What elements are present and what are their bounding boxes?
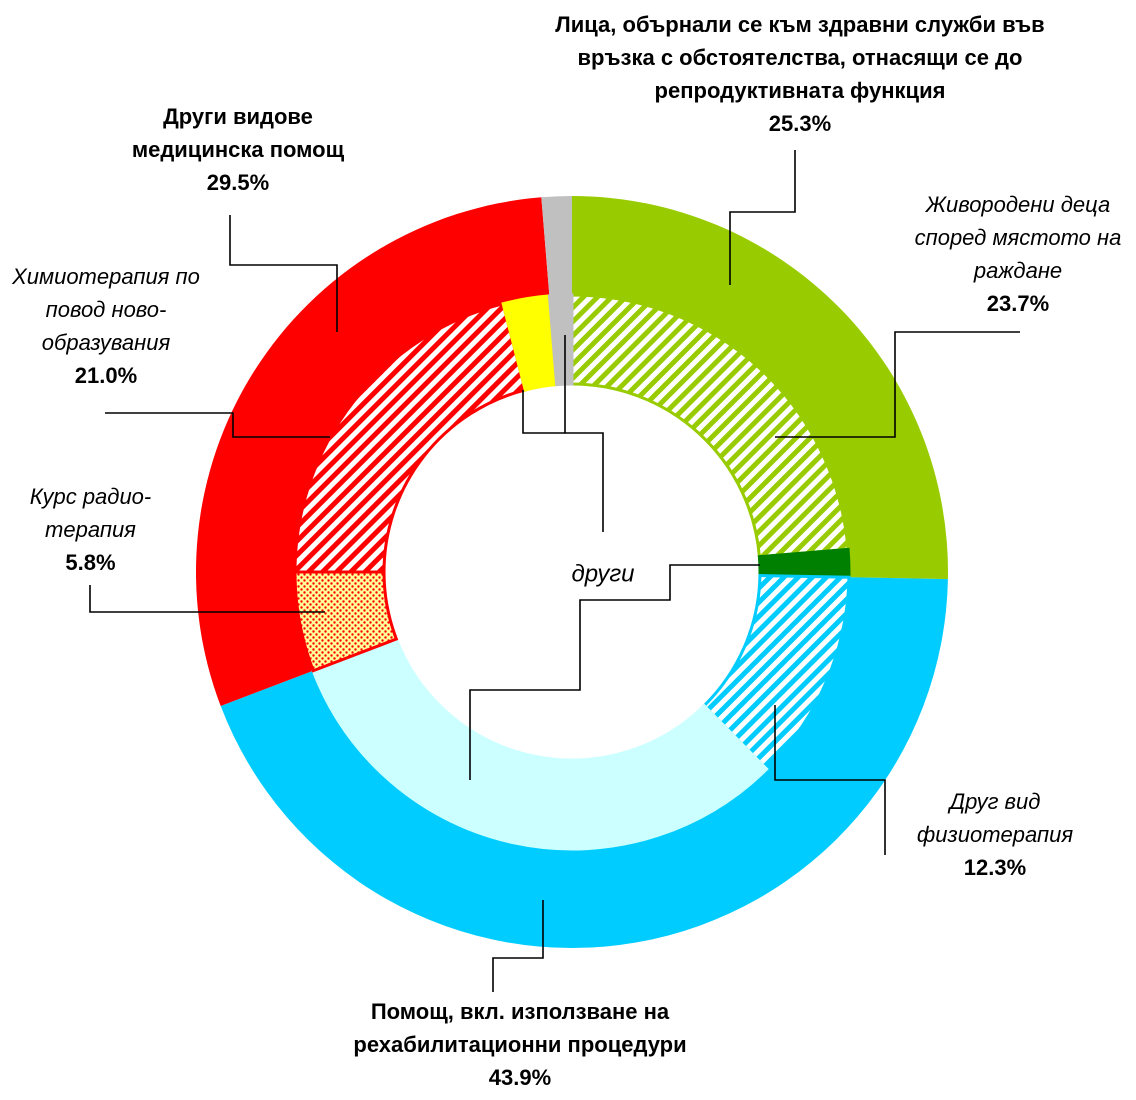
annotation: други [572,560,635,587]
outer-segment [572,196,949,580]
label-name: Друг вид физиотерапия [916,789,1074,847]
value-label: 25.3% [768,111,832,136]
value-label: 43.9% [488,1065,552,1090]
label-name: Лица, обърнали се към здравни служби във… [555,12,1045,103]
label: Лица, обърнали се към здравни служби във… [520,8,1080,140]
value-label: 12.3% [963,855,1027,880]
value-label: 5.8% [65,550,116,575]
leader-line [729,150,796,285]
leader-line [105,412,330,438]
label: Други видове медицинска помощ 29.5% [108,100,368,199]
label-name: Помощ, вкл. използване на рехабилитацион… [353,999,687,1057]
value-label: 23.7% [986,291,1050,316]
value-label: 29.5% [206,170,270,195]
outer-segment [541,196,572,296]
leader-line [522,390,565,434]
inner-segment [570,293,850,559]
outer-segment [220,577,948,948]
leader-line [492,900,544,992]
leader-line [229,215,338,332]
leader-line [89,585,325,613]
label: Химиотерапия по повод ново-образувания 2… [0,260,212,392]
label: Помощ, вкл. използване на рехабилитацион… [280,995,760,1094]
label: Друг вид физиотерапия 12.3% [890,785,1100,884]
label-name: Живородени деца според мястото на раждан… [914,192,1122,283]
label: Курс радио-терапия 5.8% [8,480,173,579]
label: Живородени деца според мястото на раждан… [900,188,1136,320]
leader-line [469,564,760,780]
outer-segment [195,197,550,707]
leader-line [774,705,886,855]
inner-segment [311,637,769,851]
inner-segment [293,301,528,574]
leader-lines [89,150,1020,992]
leader-line [775,331,1020,438]
value-label: 21.0% [74,363,138,388]
inner-segment [547,293,574,387]
label-name: Други видове медицинска помощ [131,104,345,162]
label-name: Химиотерапия по повод ново-образувания [12,264,200,355]
leader-line [564,335,604,532]
label-name: Курс радио-терапия [29,484,152,542]
